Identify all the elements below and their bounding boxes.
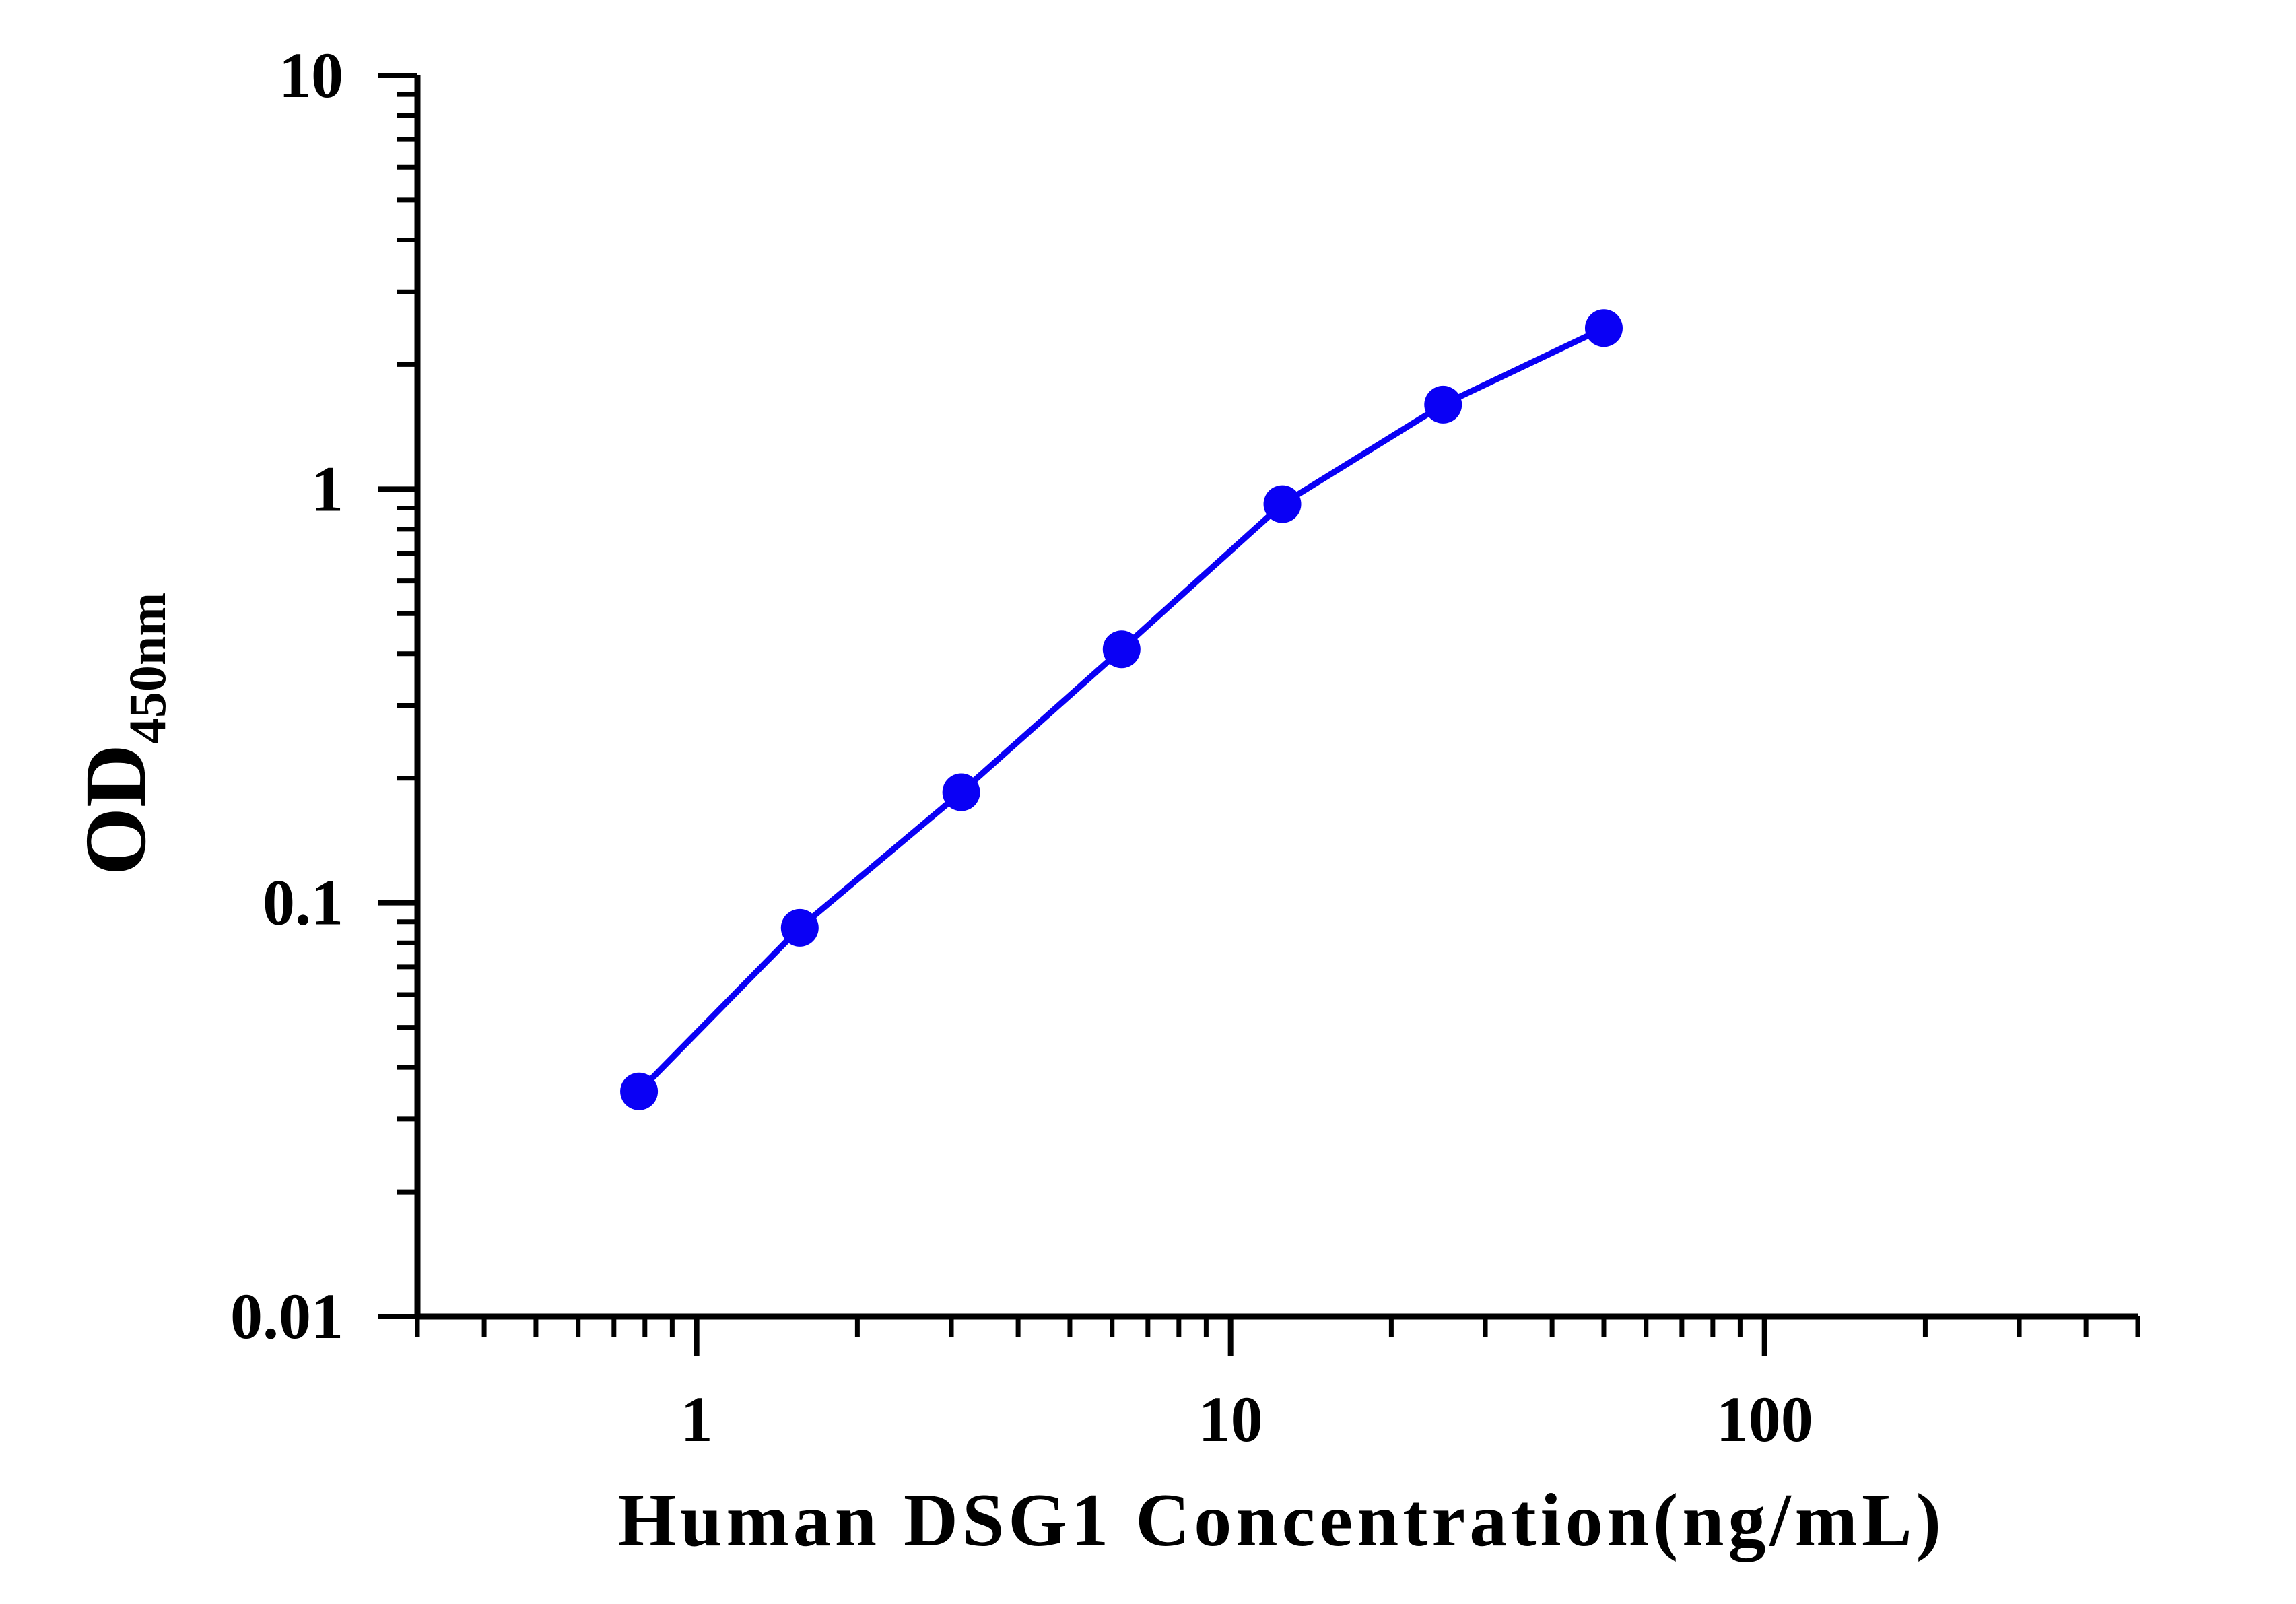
x-tick-label: 100 — [1716, 1383, 1813, 1455]
x-tick-labels: 1 10 100 — [681, 1383, 1813, 1455]
y-ticks — [378, 73, 417, 1319]
axes — [378, 73, 2140, 1356]
data-point — [1102, 630, 1141, 669]
y-axis-title-main: OD — [67, 744, 164, 875]
data-point — [942, 773, 980, 811]
x-axis-title: Human DSG1 Concentration(ng/mL) — [617, 1479, 1945, 1562]
series-line — [636, 325, 1605, 1094]
y-tick-label: 0.1 — [263, 867, 343, 939]
y-tick-label: 0.01 — [230, 1280, 343, 1352]
y-tick-label: 1 — [311, 453, 343, 525]
y-tick-labels: 0.01 0.1 1 10 — [230, 39, 343, 1352]
x-tick-label: 10 — [1198, 1383, 1263, 1455]
series-layer — [620, 309, 1623, 1110]
data-point — [1263, 485, 1302, 523]
data-point — [1424, 385, 1462, 424]
y-tick-label: 10 — [279, 39, 343, 111]
y-axis-title: OD450nm — [67, 593, 176, 875]
data-point — [620, 1072, 659, 1110]
y-axis-title-subscript: 450nm — [118, 593, 176, 744]
data-point — [780, 908, 819, 947]
x-ticks — [415, 1316, 2140, 1356]
x-tick-label: 1 — [681, 1383, 713, 1455]
data-point — [1584, 309, 1623, 347]
